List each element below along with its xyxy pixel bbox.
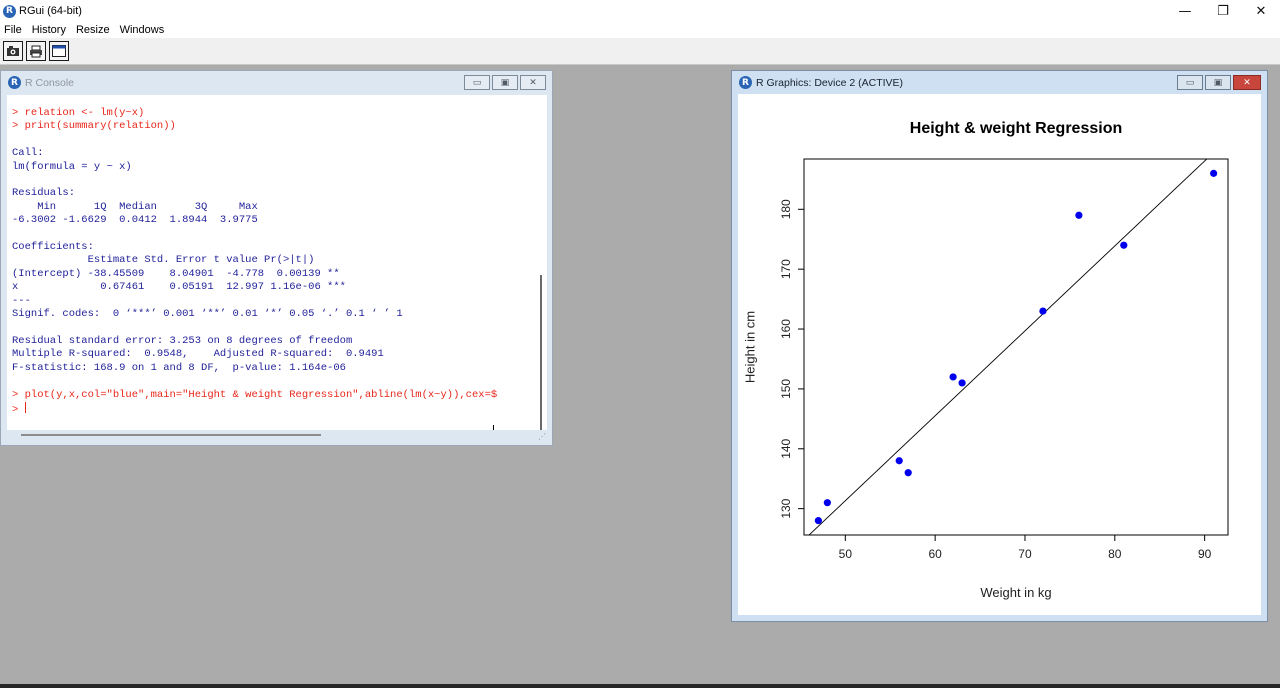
x-tick-label: 70 [1018, 547, 1032, 561]
console-output-line: lm(formula = y ~ x) [12, 160, 132, 173]
graphics-maximize-button[interactable]: ▣ [1205, 75, 1231, 90]
console-command-line: > relation <- lm(y~x) [12, 107, 145, 119]
menu-history[interactable]: History [31, 24, 66, 36]
vertical-scrollbar[interactable] [540, 275, 542, 430]
scatter-plot: Height & weight Regression 50 60 70 80 90 130 1… [743, 120, 1229, 600]
plot-frame [803, 158, 1229, 536]
app-titlebar: R RGui (64-bit) — ❐ ✕ [0, 0, 1280, 22]
console-window-controls: ▭ ▣ ✕ [462, 75, 546, 90]
graphics-titlebar[interactable]: R R Graphics: Device 2 (ACTIVE) ▭ ▣ ✕ [732, 71, 1267, 94]
console-output-line: Residuals: [12, 187, 76, 200]
menu-resize[interactable]: Resize [75, 24, 110, 36]
r-logo-icon: R [8, 76, 21, 89]
console-maximize-button[interactable]: ▣ [492, 75, 518, 90]
console-window-icon [52, 45, 66, 57]
text-caret [493, 425, 494, 430]
x-axis-label: Weight in kg [980, 585, 1051, 600]
input-cursor [24, 401, 26, 413]
data-point [895, 457, 903, 465]
y-tick-label: 170 [779, 259, 793, 279]
console-output-line: Min 1Q Median 3Q Max [12, 200, 265, 213]
console-output-line [12, 322, 497, 335]
console-output[interactable]: > relation <- lm(y~x) > print(summary(rel… [7, 95, 547, 430]
data-point [814, 517, 822, 525]
x-tick-label: 80 [1108, 547, 1122, 561]
console-output-line: Signif. codes: 0 ‘***’ 0.001 ‘**’ 0.01 ‘… [12, 308, 403, 321]
x-tick-label: 50 [839, 547, 853, 561]
console-output-line: Coefficients: [12, 241, 94, 254]
console-window[interactable]: R R Console ▭ ▣ ✕ > relation <- lm(y~x) >… [0, 70, 553, 446]
data-point [1075, 211, 1083, 219]
console-output-line: F-statistic: 168.9 on 1 and 8 DF, p-valu… [12, 361, 346, 374]
data-point [1210, 169, 1218, 177]
y-axis-label: Height in cm [743, 311, 758, 383]
console-output-line [12, 134, 497, 147]
data-point [1039, 307, 1047, 315]
data-point [949, 373, 957, 381]
print-button[interactable] [26, 41, 46, 61]
close-button[interactable]: ✕ [1255, 3, 1267, 19]
console-output-line [12, 174, 497, 187]
y-tick-label: 140 [779, 438, 793, 458]
print-icon [30, 45, 42, 57]
y-tick-label: 130 [779, 498, 793, 518]
data-point [904, 469, 912, 477]
console-output-line: Call: [12, 147, 44, 160]
menu-file[interactable]: File [4, 24, 22, 36]
horizontal-scrollbar[interactable] [21, 434, 321, 436]
y-tick-label: 150 [779, 379, 793, 399]
data-point [823, 499, 831, 507]
taskbar [0, 684, 1280, 688]
x-tick-label: 60 [928, 547, 942, 561]
x-tick-label: 90 [1198, 547, 1212, 561]
r-logo-icon: R [739, 76, 752, 89]
menu-windows[interactable]: Windows [119, 24, 165, 36]
graphics-window-controls: ▭ ▣ ✕ [1175, 75, 1261, 90]
graphics-minimize-button[interactable]: ▭ [1177, 75, 1203, 90]
console-titlebar[interactable]: R R Console ▭ ▣ ✕ [1, 71, 552, 94]
console-output-line: Estimate Std. Error t value Pr(>|t|) [12, 254, 340, 267]
console-window-button[interactable] [49, 41, 69, 61]
minimize-button[interactable]: — [1178, 3, 1192, 19]
menubar: File History Resize Windows [0, 22, 1280, 38]
restore-button[interactable]: ❐ [1217, 3, 1229, 19]
graphics-close-button[interactable]: ✕ [1233, 75, 1261, 90]
y-tick-label: 180 [779, 199, 793, 219]
console-output-line [12, 375, 497, 388]
console-output-line: Residual standard error: 3.253 on 8 degr… [12, 334, 353, 347]
chart-title: Height & weight Regression [910, 120, 1122, 137]
console-text: > relation <- lm(y~x) > print(summary(rel… [12, 107, 497, 417]
regression-line [808, 159, 1208, 535]
console-close-button[interactable]: ✕ [520, 75, 546, 90]
open-script-icon [7, 46, 19, 56]
console-command-line: > print(summary(relation)) [12, 120, 176, 133]
console-output-line: Multiple R-squared: 0.9548, Adjusted R-s… [12, 348, 391, 361]
r-logo-icon: R [3, 4, 16, 18]
console-output-line: x 0.67461 0.05191 12.997 1.16e-06 *** [12, 281, 346, 294]
console-minimize-button[interactable]: ▭ [464, 75, 490, 90]
console-command-line: > [12, 401, 26, 416]
window-controls: — ❐ ✕ [1166, 0, 1280, 22]
data-point [958, 379, 966, 387]
console-output-line: -6.3002 -1.6629 0.0412 1.8944 3.9775 [12, 214, 265, 227]
console-command-line: > plot(y,x,col="blue",main="Height & wei… [12, 388, 498, 401]
resize-grip-icon[interactable]: ⋰ [538, 432, 546, 441]
console-output-line: (Intercept) -38.45509 8.04901 -4.778 0.0… [12, 267, 346, 280]
console-output-line [12, 228, 497, 241]
app-title: RGui (64-bit) [19, 5, 82, 17]
console-title: R Console [25, 76, 75, 89]
open-script-button[interactable] [3, 41, 23, 61]
y-tick-label: 160 [779, 319, 793, 339]
graphics-title: R Graphics: Device 2 (ACTIVE) [756, 76, 904, 89]
plot-area: Height & weight Regression 50 60 70 80 90 130 1… [738, 94, 1261, 615]
graphics-window[interactable]: R R Graphics: Device 2 (ACTIVE) ▭ ▣ ✕ He… [731, 70, 1268, 622]
toolbar [0, 38, 1280, 65]
console-output-line: --- [12, 294, 31, 307]
data-point [1120, 241, 1128, 249]
